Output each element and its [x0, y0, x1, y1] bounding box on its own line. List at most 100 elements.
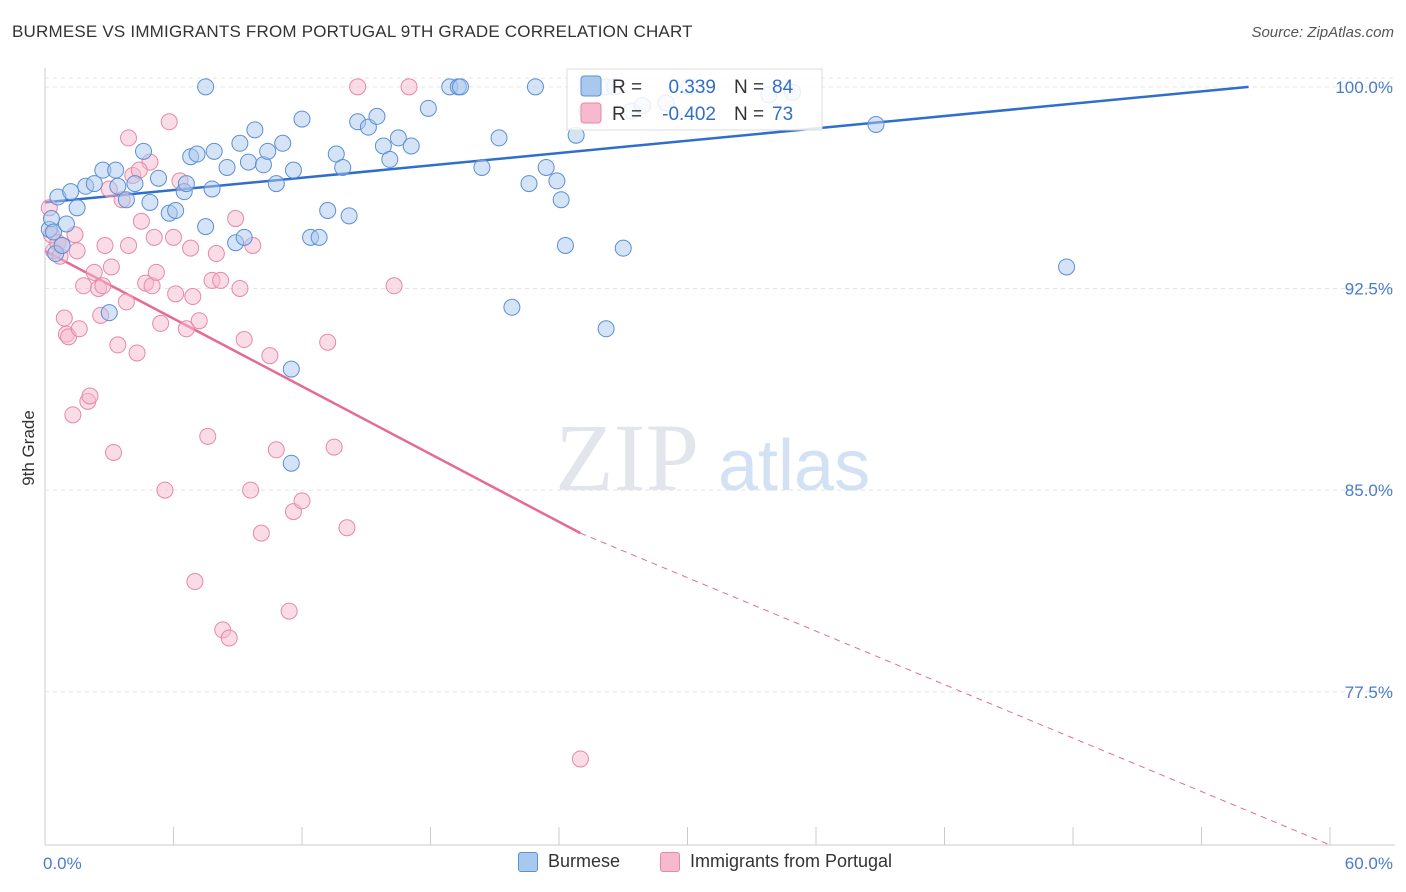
y-tick-label-0: 100.0% — [1335, 78, 1393, 97]
point-burmese-58 — [490, 129, 508, 147]
x-tick-label-0: 0.0% — [43, 854, 82, 873]
point-burmese-80 — [282, 360, 300, 378]
point-burmese-30 — [231, 134, 249, 152]
point-burmese-38 — [284, 161, 302, 179]
legend-n-value-2: 73 — [772, 104, 793, 125]
point-portugal-31 — [152, 314, 170, 332]
point-burmese-48 — [368, 107, 386, 125]
legend-n-label-1: N = — [734, 77, 764, 98]
point-portugal-40 — [199, 427, 217, 445]
point-burmese-35 — [259, 142, 277, 160]
point-burmese-62 — [537, 158, 555, 176]
point-burmese-26 — [203, 180, 221, 198]
point-portugal-30 — [147, 263, 165, 281]
bottom-legend-label-burmese: Burmese — [548, 851, 621, 871]
point-burmese-32 — [239, 153, 257, 171]
point-burmese-65 — [556, 236, 574, 254]
y-tick-label-1: 92.5% — [1345, 279, 1393, 298]
bottom-legend-swatch-burmese — [518, 851, 538, 872]
legend-swatch-burmese — [580, 75, 602, 97]
point-burmese-52 — [402, 137, 420, 155]
point-portugal-63 — [145, 228, 163, 246]
point-portugal-51 — [267, 441, 285, 459]
point-portugal-19 — [105, 443, 123, 461]
point-portugal-52 — [280, 602, 298, 620]
point-portugal-38 — [186, 573, 204, 591]
point-portugal-11 — [75, 277, 93, 295]
bottom-legend-swatch-portugal — [660, 851, 680, 872]
legend-r-label-2: R = — [612, 104, 642, 125]
point-burmese-71 — [614, 239, 632, 257]
point-burmese-8 — [68, 199, 86, 217]
point-portugal-32 — [156, 481, 174, 499]
point-portugal-54 — [293, 492, 311, 510]
point-portugal-61 — [571, 750, 589, 768]
point-burmese-61 — [526, 78, 544, 96]
trend-line-burmese — [44, 85, 1249, 204]
point-burmese-36 — [267, 175, 285, 193]
point-burmese-25 — [197, 218, 215, 236]
point-portugal-50 — [261, 347, 279, 365]
bottom-legend-item-burmese: Burmese — [518, 851, 620, 872]
point-portugal-22 — [117, 293, 135, 311]
point-burmese-41 — [310, 228, 328, 246]
point-burmese-13 — [109, 177, 127, 195]
point-portugal-13 — [81, 387, 99, 405]
point-portugal-42 — [207, 245, 225, 263]
point-portugal-17 — [96, 236, 114, 254]
point-portugal-66 — [94, 277, 112, 295]
trend-line-portugal — [44, 249, 581, 535]
point-burmese-20 — [167, 201, 185, 219]
point-burmese-31 — [235, 228, 253, 246]
bottom-legend-item-portugal: Immigrants from Portugal — [660, 851, 892, 872]
point-burmese-7 — [62, 183, 80, 201]
point-portugal-57 — [338, 519, 356, 537]
point-portugal-39 — [190, 312, 208, 330]
point-portugal-37 — [182, 239, 200, 257]
point-burmese-64 — [552, 191, 570, 209]
point-burmese-59 — [503, 298, 521, 316]
point-burmese-37 — [274, 134, 292, 152]
point-burmese-2 — [45, 223, 63, 241]
watermark-zip: ZIP — [555, 404, 699, 511]
point-portugal-36 — [177, 320, 195, 338]
point-portugal-58 — [349, 78, 367, 96]
y-tick-label-3: 77.5% — [1345, 683, 1393, 702]
point-burmese-57 — [473, 158, 491, 176]
point-portugal-14 — [85, 263, 103, 281]
point-burmese-18 — [150, 169, 168, 187]
point-burmese-79 — [1058, 258, 1076, 276]
point-portugal-59 — [385, 277, 403, 295]
point-burmese-17 — [141, 193, 159, 211]
y-tick-label-2: 85.0% — [1345, 481, 1393, 500]
y-axis-label: 9th Grade — [19, 410, 38, 486]
point-burmese-60 — [520, 175, 538, 193]
point-portugal-20 — [109, 336, 127, 354]
point-portugal-48 — [242, 481, 260, 499]
y-tick-labels: 100.0% 92.5% 85.0% 77.5% — [1335, 78, 1393, 702]
trend-line-portugal-extension — [580, 532, 1331, 846]
point-burmese-56 — [451, 78, 469, 96]
point-burmese-70 — [597, 320, 615, 338]
point-portugal-47 — [235, 331, 253, 349]
point-burmese-22 — [177, 175, 195, 193]
point-burmese-83 — [197, 78, 215, 96]
point-portugal-46 — [231, 279, 249, 297]
point-burmese-63 — [548, 172, 566, 190]
point-burmese-24 — [188, 145, 206, 163]
point-burmese-78 — [867, 115, 885, 133]
point-portugal-33 — [160, 113, 178, 131]
legend-box: R = 0.339 N = 84 R = -0.402 N = 73 — [566, 68, 823, 131]
point-portugal-65 — [68, 242, 86, 260]
point-portugal-69 — [212, 271, 230, 289]
point-burmese-33 — [246, 121, 264, 139]
point-portugal-10 — [70, 320, 88, 338]
point-burmese-39 — [293, 110, 311, 128]
point-portugal-72 — [165, 228, 182, 246]
point-portugal-71 — [102, 258, 120, 276]
point-burmese-6 — [57, 215, 75, 233]
point-portugal-62 — [120, 129, 138, 147]
axes — [44, 68, 1395, 846]
point-burmese-10 — [85, 175, 103, 193]
